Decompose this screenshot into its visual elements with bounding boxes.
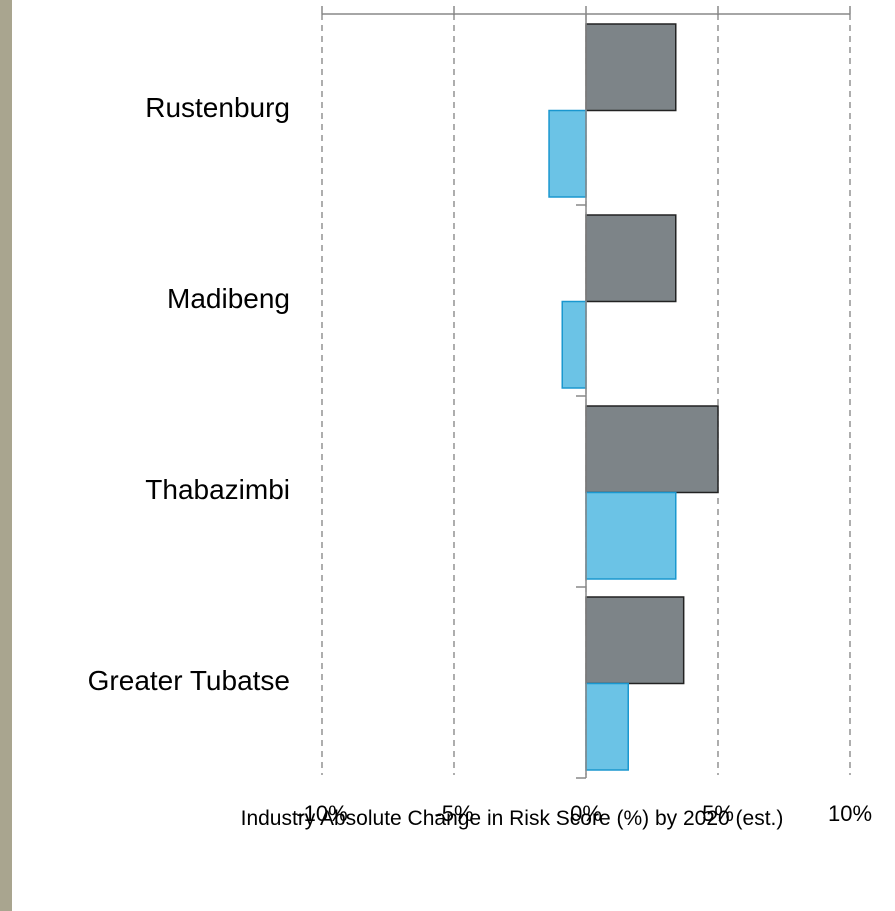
x-tick-label: 5% [702,801,734,826]
bar [585,682,629,771]
bar [548,109,587,198]
x-tick-label: 10% [828,801,872,826]
bar [585,23,677,112]
x-tick-label: -10% [296,801,347,826]
background-strip [0,0,12,911]
category-label: Madibeng [167,283,290,314]
category-label: Rustenburg [145,92,290,123]
bar [561,300,587,389]
bar [585,214,677,303]
category-label: Greater Tubatse [88,665,290,696]
x-tick-label: 0% [570,801,602,826]
bar [585,491,677,580]
category-label: Thabazimbi [145,474,290,505]
bar [585,405,719,494]
x-axis-label: Industry Absolute Change in Risk Score (… [240,807,784,830]
x-tick-label: -5% [434,801,473,826]
bar [585,596,685,685]
